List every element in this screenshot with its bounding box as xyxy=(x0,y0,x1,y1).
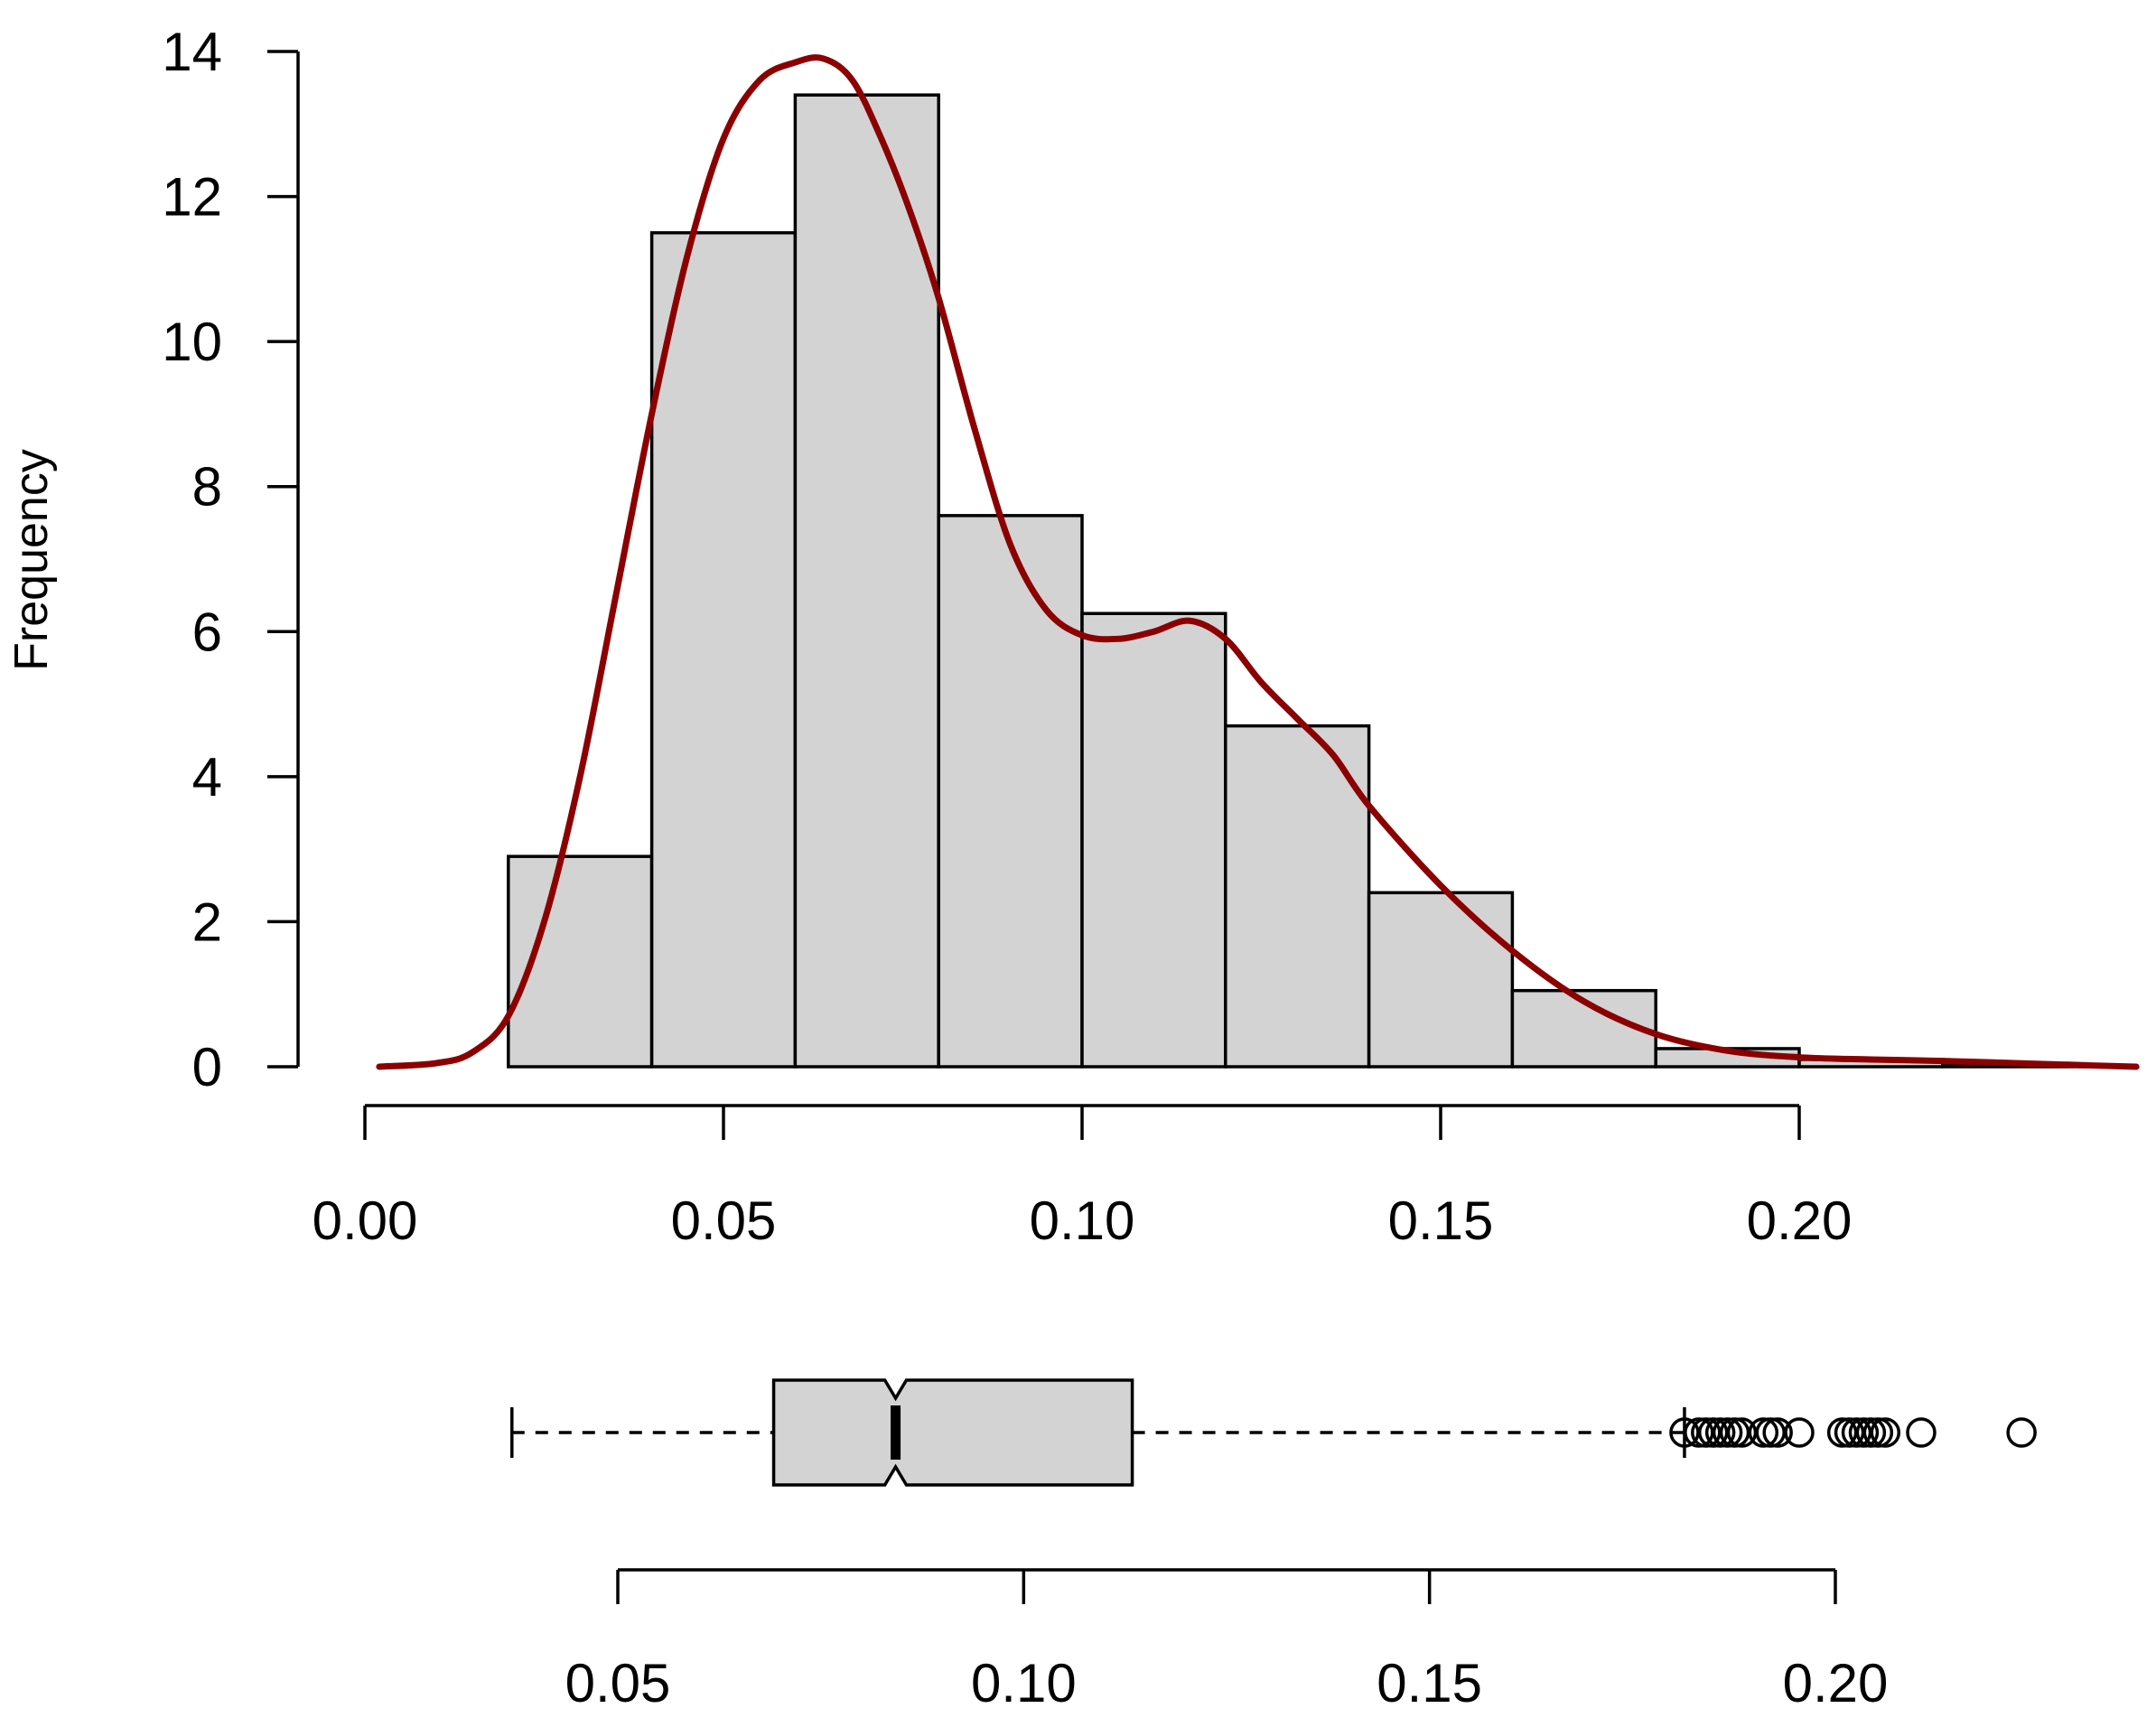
density-curve xyxy=(376,54,2140,1070)
x-tick-label-1: 0.05 xyxy=(671,1190,777,1251)
x-tick-label-3: 0.15 xyxy=(1388,1190,1494,1251)
boxplot-x-tick-label-2: 0.15 xyxy=(1377,1653,1482,1713)
x-tick-label-2: 0.10 xyxy=(1030,1190,1135,1251)
histogram-bar-8 xyxy=(1510,988,1657,1069)
y-tick-label-6: 12 xyxy=(162,167,222,228)
boxplot-body xyxy=(510,1378,1686,1487)
boxplot-outlier-6 xyxy=(1719,1417,1750,1448)
boxplot-outlier-4 xyxy=(1704,1417,1736,1448)
histogram-y-axis: 0 2 4 6 8 10 12 14 xyxy=(162,22,300,1097)
boxplot-outlier-2 xyxy=(1691,1417,1722,1448)
y-tick-label-3: 6 xyxy=(192,602,222,662)
boxplot-outlier-1 xyxy=(1684,1417,1714,1448)
histogram-bar-2 xyxy=(649,230,798,1069)
boxplot-outliers xyxy=(1669,1417,2037,1448)
histogram-bars xyxy=(507,93,2088,1069)
boxplot-outlier-19 xyxy=(1906,1417,1937,1448)
boxplot-outlier-9 xyxy=(1755,1417,1786,1448)
y-tick-label-2: 4 xyxy=(192,747,222,807)
boxplot-outlier-17 xyxy=(1862,1417,1894,1448)
boxplot-outlier-15 xyxy=(1848,1417,1880,1448)
x-tick-label-0: 0.00 xyxy=(313,1190,418,1251)
histogram-bar-4 xyxy=(937,514,1084,1069)
boxplot-outlier-10 xyxy=(1762,1417,1793,1448)
histogram-panel: 0 2 4 6 8 10 12 14 0.00 0.05 0.10 0.15 0.20 Frequen… xyxy=(5,22,2140,1251)
boxplot-x-tick-label-0: 0.05 xyxy=(565,1653,671,1713)
histogram-bar-5 xyxy=(1080,611,1227,1069)
histogram-bar-7 xyxy=(1367,891,1515,1069)
y-tick-label-7: 14 xyxy=(162,22,222,82)
boxplot-outlier-8 xyxy=(1748,1417,1779,1448)
x-tick-label-4: 0.20 xyxy=(1747,1190,1853,1251)
boxplot-outlier-18 xyxy=(1870,1417,1901,1448)
histogram-bar-3 xyxy=(793,93,940,1069)
y-tick-label-4: 8 xyxy=(192,457,222,518)
boxplot-x-axis: 0.05 0.10 0.15 0.20 xyxy=(565,1568,1889,1713)
histogram-x-axis: 0.00 0.05 0.10 0.15 0.20 xyxy=(313,1104,1853,1251)
boxplot-outlier-16 xyxy=(1855,1417,1887,1448)
y-tick-label-0: 0 xyxy=(192,1037,222,1097)
y-tick-label-5: 10 xyxy=(162,312,222,372)
boxplot-outlier-5 xyxy=(1712,1417,1743,1448)
boxplot-outlier-12 xyxy=(1826,1417,1858,1448)
boxplot-outlier-7 xyxy=(1726,1417,1758,1448)
boxplot-outlier-11 xyxy=(1784,1417,1815,1448)
boxplot-x-tick-label-1: 0.10 xyxy=(971,1653,1077,1713)
y-axis-title: Frequency xyxy=(5,449,58,671)
boxplot-outlier-3 xyxy=(1697,1417,1729,1448)
histogram-bar-6 xyxy=(1224,723,1371,1069)
boxplot-panel: 0.05 0.10 0.15 0.20 xyxy=(510,1378,2037,1713)
boxplot-box xyxy=(771,1378,1134,1487)
boxplot-outlier-20 xyxy=(2006,1417,2037,1448)
boxplot-outlier-0 xyxy=(1669,1417,1700,1448)
boxplot-x-tick-label-3: 0.20 xyxy=(1783,1653,1889,1713)
boxplot-outlier-14 xyxy=(1841,1417,1872,1448)
boxplot-outlier-13 xyxy=(1834,1417,1865,1448)
y-tick-label-1: 2 xyxy=(192,892,222,952)
